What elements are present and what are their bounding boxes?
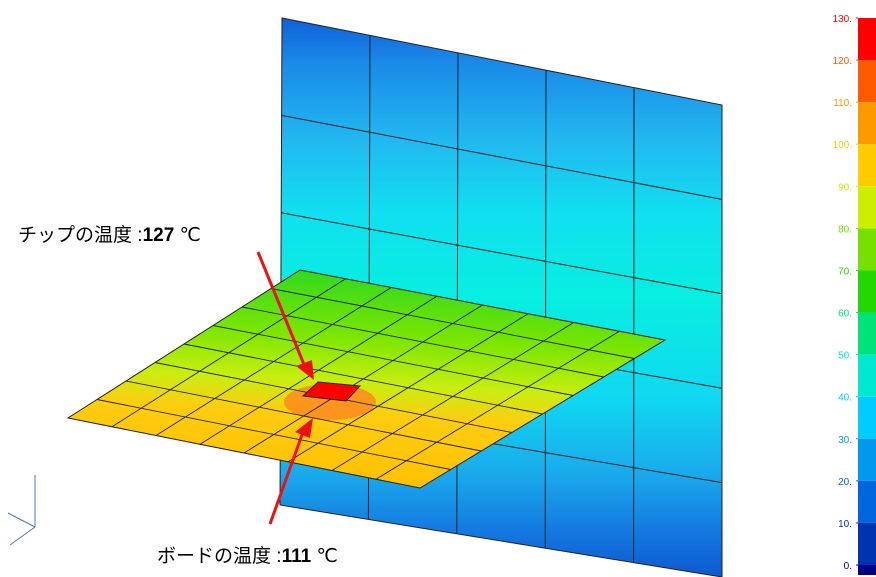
legend-tick-label: 100. xyxy=(833,140,852,151)
legend-swatch xyxy=(858,186,876,228)
legend: 130. 120. 110. 100. 90. 80. 70. 60. 50. 40. 30. 20.… xyxy=(833,14,876,575)
legend-swatch xyxy=(858,481,876,523)
legend-tick-label: 80. xyxy=(838,224,852,235)
legend-swatch xyxy=(858,18,876,60)
legend-tick-label: 10. xyxy=(838,519,852,530)
legend-tick-label: 130. xyxy=(833,14,852,25)
legend-swatch xyxy=(858,270,876,312)
legend-tick-label: 50. xyxy=(838,351,852,362)
legend-tick-label: 60. xyxy=(838,309,852,320)
legend-swatch xyxy=(858,523,876,565)
axis-triad xyxy=(8,475,35,545)
legend-tick-label: 20. xyxy=(838,477,852,488)
legend-tick-label: 120. xyxy=(833,56,852,67)
legend-swatch xyxy=(858,313,876,355)
legend-swatch xyxy=(858,144,876,186)
legend-swatch xyxy=(858,102,876,144)
annotation: ボードの温度 :111 ℃ xyxy=(157,541,338,568)
legend-tick-label: 70. xyxy=(838,266,852,277)
legend-swatch xyxy=(858,228,876,270)
scene: 130. 120. 110. 100. 90. 80. 70. 60. 50. 40. 30. 20.… xyxy=(0,0,876,577)
legend-tick-label: 90. xyxy=(838,182,852,193)
legend-swatch xyxy=(858,439,876,481)
page: 130. 120. 110. 100. 90. 80. 70. 60. 50. 40. 30. 20.… xyxy=(0,0,876,577)
legend-swatch xyxy=(858,565,876,575)
legend-swatch xyxy=(858,355,876,397)
legend-tick-label: 30. xyxy=(838,435,852,446)
legend-tick-label: 0. xyxy=(844,561,852,572)
legend-tick-label: 110. xyxy=(833,98,852,109)
legend-swatch xyxy=(858,397,876,439)
legend-swatch xyxy=(858,60,876,102)
legend-tick-label: 40. xyxy=(838,393,852,404)
annotation: チップの温度 :127 ℃ xyxy=(18,220,201,247)
